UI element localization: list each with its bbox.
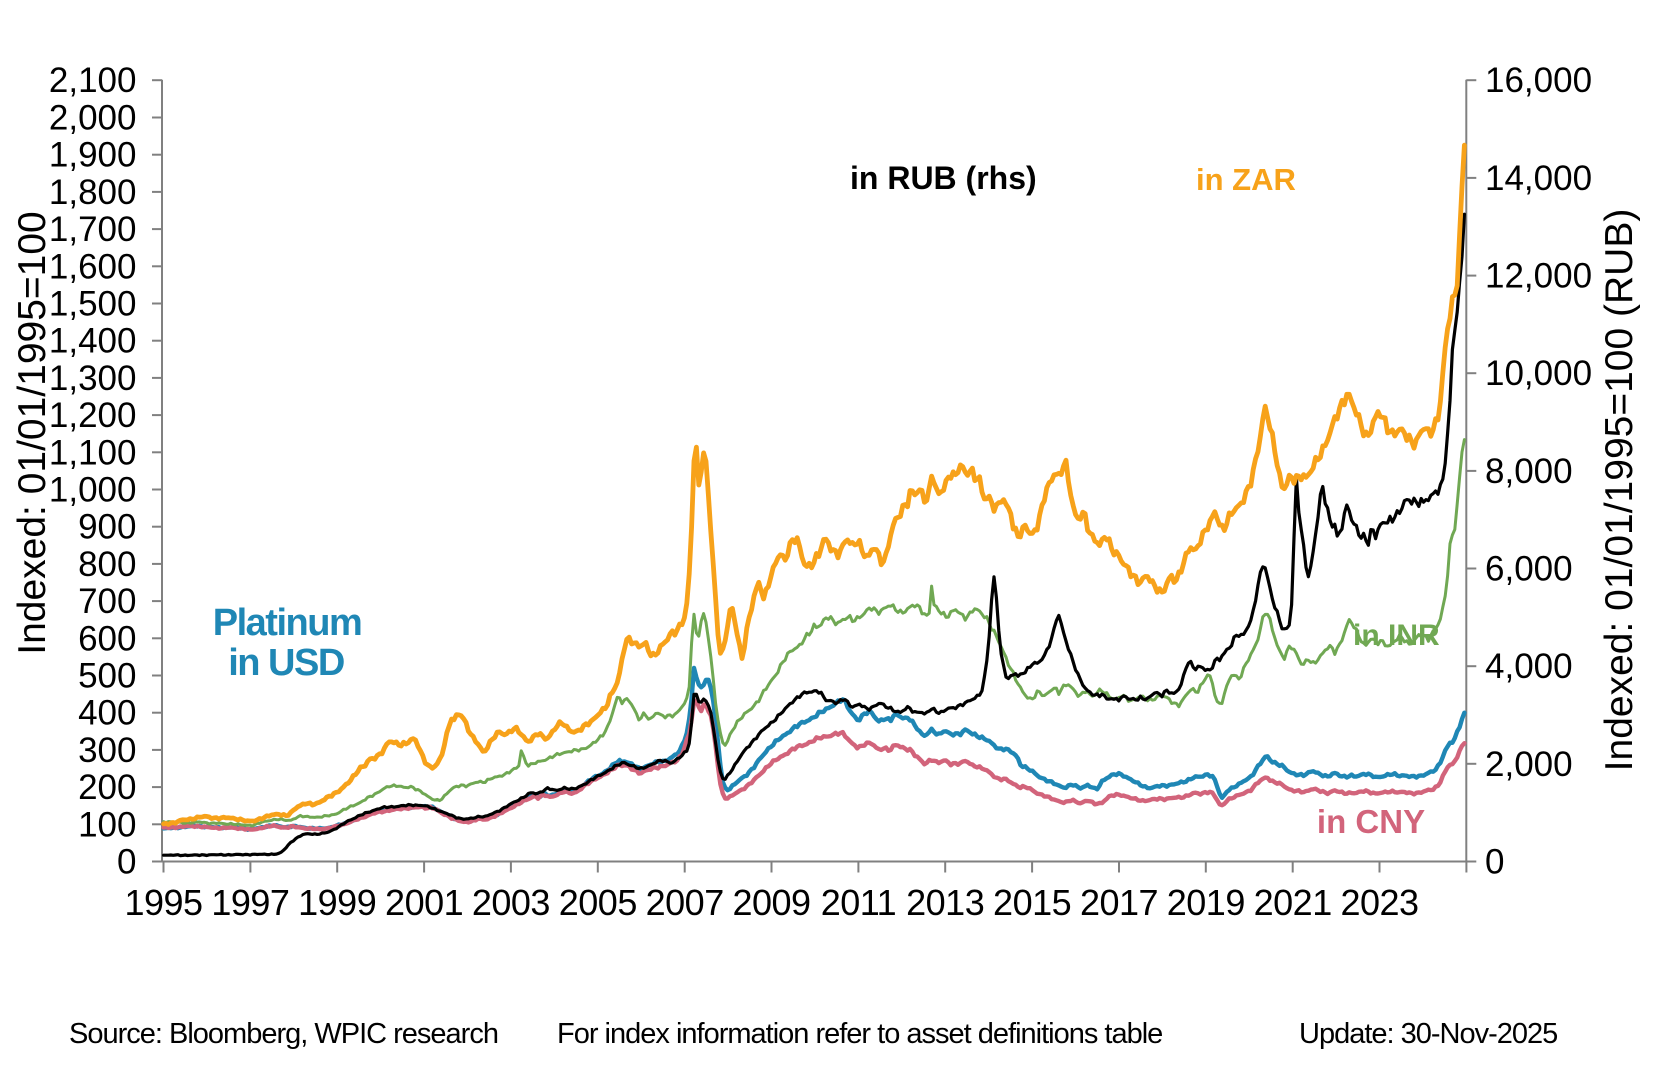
svg-text:16,000: 16,000 xyxy=(1485,61,1592,100)
svg-text:1997: 1997 xyxy=(211,882,289,923)
svg-text:1,800: 1,800 xyxy=(49,173,137,212)
svg-text:in CNY: in CNY xyxy=(1317,803,1425,840)
svg-text:2009: 2009 xyxy=(732,882,810,923)
svg-text:2019: 2019 xyxy=(1167,882,1245,923)
svg-text:1,700: 1,700 xyxy=(49,210,137,249)
svg-text:10,000: 10,000 xyxy=(1485,354,1592,393)
svg-text:2007: 2007 xyxy=(646,882,724,923)
svg-text:1,500: 1,500 xyxy=(49,285,137,324)
svg-text:1,200: 1,200 xyxy=(49,396,137,435)
svg-text:300: 300 xyxy=(78,731,136,770)
svg-text:4,000: 4,000 xyxy=(1485,647,1573,686)
svg-text:400: 400 xyxy=(78,694,136,733)
svg-text:Platinum: Platinum xyxy=(213,602,361,644)
svg-text:1,000: 1,000 xyxy=(49,471,137,510)
svg-text:1,600: 1,600 xyxy=(49,247,137,286)
svg-text:in INR: in INR xyxy=(1353,619,1440,652)
svg-text:200: 200 xyxy=(78,768,136,807)
svg-text:1,100: 1,100 xyxy=(49,433,137,472)
svg-text:in RUB (rhs): in RUB (rhs) xyxy=(850,160,1037,196)
svg-text:1,900: 1,900 xyxy=(49,136,137,175)
svg-text:800: 800 xyxy=(78,545,136,584)
svg-text:2021: 2021 xyxy=(1254,882,1332,923)
svg-text:900: 900 xyxy=(78,508,136,547)
svg-text:2,100: 2,100 xyxy=(49,61,137,100)
svg-text:in ZAR: in ZAR xyxy=(1196,162,1296,197)
svg-text:Indexed: 01/01/1995=100: Indexed: 01/01/1995=100 xyxy=(11,211,54,655)
svg-text:12,000: 12,000 xyxy=(1485,257,1592,296)
svg-text:100: 100 xyxy=(78,805,136,844)
svg-text:500: 500 xyxy=(78,657,136,696)
svg-text:0: 0 xyxy=(1485,843,1504,882)
svg-text:2001: 2001 xyxy=(385,882,463,923)
svg-text:0: 0 xyxy=(117,843,136,882)
svg-text:1995: 1995 xyxy=(124,882,202,923)
svg-text:For index information refer to: For index information refer to asset def… xyxy=(557,1018,1162,1050)
svg-text:2005: 2005 xyxy=(559,882,637,923)
svg-text:2011: 2011 xyxy=(821,882,896,923)
svg-text:2,000: 2,000 xyxy=(49,99,137,138)
svg-text:2017: 2017 xyxy=(1080,882,1158,923)
svg-text:2013: 2013 xyxy=(906,882,984,923)
svg-text:2,000: 2,000 xyxy=(1485,745,1573,784)
svg-text:2003: 2003 xyxy=(472,882,550,923)
svg-text:2023: 2023 xyxy=(1340,882,1418,923)
svg-text:6,000: 6,000 xyxy=(1485,550,1573,589)
svg-text:Update: 30-Nov-2025: Update: 30-Nov-2025 xyxy=(1299,1018,1557,1050)
svg-text:1,300: 1,300 xyxy=(49,359,137,398)
svg-text:in USD: in USD xyxy=(228,642,344,684)
svg-text:600: 600 xyxy=(78,619,136,658)
svg-text:8,000: 8,000 xyxy=(1485,452,1573,491)
svg-text:14,000: 14,000 xyxy=(1485,159,1592,198)
svg-text:1,400: 1,400 xyxy=(49,322,137,361)
svg-text:1999: 1999 xyxy=(298,882,376,923)
svg-text:Source: Bloomberg, WPIC resear: Source: Bloomberg, WPIC research xyxy=(69,1018,498,1050)
svg-text:Indexed: 01/01/1995=100 (RUB): Indexed: 01/01/1995=100 (RUB) xyxy=(1598,209,1641,772)
svg-text:700: 700 xyxy=(78,582,136,621)
svg-text:2015: 2015 xyxy=(993,882,1071,923)
